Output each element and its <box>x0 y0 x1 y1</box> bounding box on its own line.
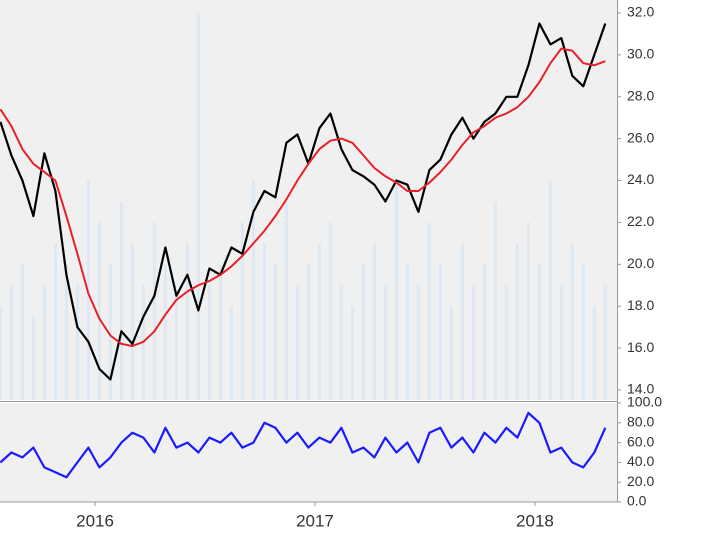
volume-bar <box>405 264 409 400</box>
volume-bar <box>570 243 574 400</box>
volume-bar <box>196 12 200 401</box>
x-tick-label: 2017 <box>296 511 334 530</box>
volume-bar <box>218 264 222 400</box>
volume-bar <box>427 222 431 400</box>
volume-bar <box>438 264 442 400</box>
volume-bar <box>339 285 343 400</box>
volume-bar <box>394 180 398 400</box>
volume-bar <box>504 285 508 400</box>
volume-bar <box>229 306 233 400</box>
volume-bar <box>328 222 332 400</box>
volume-bar <box>416 285 420 400</box>
y-tick-label: 26.0 <box>627 129 654 145</box>
volume-bar <box>581 264 585 400</box>
series-line <box>0 22 607 381</box>
x-tick-label: 2018 <box>516 511 554 530</box>
volume-bar <box>31 316 35 400</box>
series-line <box>0 411 607 479</box>
y-tick-label: 24.0 <box>627 171 654 187</box>
volume-bar <box>592 306 596 400</box>
volume-bar <box>130 243 134 400</box>
volume-bar <box>273 264 277 400</box>
y-tick-label: 30.0 <box>627 46 654 62</box>
volume-bar <box>383 285 387 400</box>
volume-bar <box>284 201 288 400</box>
volume-bar <box>317 243 321 400</box>
y-tick-label: 40.0 <box>627 453 654 469</box>
y-tick-label: 14.0 <box>627 381 654 397</box>
volume-bar <box>185 243 189 400</box>
series-line <box>0 47 606 347</box>
volume-bar <box>493 201 497 400</box>
volume-bar <box>603 285 607 400</box>
volume-bar <box>42 285 46 400</box>
volume-bar <box>361 264 365 400</box>
y-tick-label: 32.0 <box>627 4 654 20</box>
y-tick-label: 100.0 <box>627 394 662 410</box>
volume-bar <box>537 264 541 400</box>
volume-bar <box>20 264 24 400</box>
volume-bar <box>53 243 57 400</box>
volume-bar <box>526 222 530 400</box>
volume-bar <box>251 180 255 400</box>
volume-bar <box>97 222 101 400</box>
volume-bar <box>174 295 178 400</box>
volume-bar <box>372 243 376 400</box>
y-tick-label: 22.0 <box>627 213 654 229</box>
y-tick-label: 20.0 <box>627 473 654 489</box>
y-tick-label: 80.0 <box>627 414 654 430</box>
volume-bar <box>482 264 486 400</box>
volume-bar <box>64 264 68 400</box>
volume-bar <box>119 201 123 400</box>
y-tick-label: 60.0 <box>627 433 654 449</box>
y-tick-label: 18.0 <box>627 297 654 313</box>
volume-bar <box>163 264 167 400</box>
y-tick-label: 0.0 <box>627 493 647 509</box>
volume-bar <box>449 306 453 400</box>
volume-bar <box>9 285 13 400</box>
volume-bar <box>460 243 464 400</box>
volume-bar <box>515 243 519 400</box>
volume-bar <box>207 285 211 400</box>
y-tick-label: 28.0 <box>627 87 654 103</box>
y-tick-label: 20.0 <box>627 255 654 271</box>
volume-bar <box>306 264 310 400</box>
volume-bar <box>75 285 79 400</box>
volume-bar <box>548 180 552 400</box>
volume-bar <box>152 222 156 400</box>
volume-bar <box>0 306 2 400</box>
volume-bar <box>240 222 244 400</box>
volume-bar <box>108 264 112 400</box>
volume-bar <box>559 285 563 400</box>
y-tick-label: 16.0 <box>627 339 654 355</box>
volume-bar <box>350 306 354 400</box>
rsi-panel <box>0 403 617 502</box>
x-tick-label: 2016 <box>76 511 114 530</box>
volume-bar <box>471 285 475 400</box>
volume-bar <box>262 243 266 400</box>
volume-bar <box>295 285 299 400</box>
